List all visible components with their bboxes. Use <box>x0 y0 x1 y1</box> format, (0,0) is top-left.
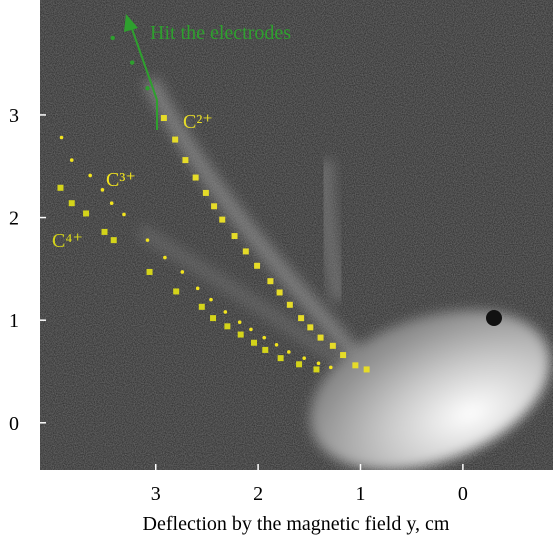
annotation-point <box>145 86 149 90</box>
series-label: C²⁺ <box>183 111 213 133</box>
series-label: C³⁺ <box>106 169 136 191</box>
point <box>210 315 216 321</box>
point <box>287 302 293 308</box>
y-tick-label: 3 <box>9 105 19 127</box>
point <box>296 361 302 367</box>
point <box>209 298 213 302</box>
point <box>211 203 217 209</box>
y-tick-label: 0 <box>9 413 19 435</box>
point <box>238 332 244 338</box>
point <box>88 174 92 178</box>
point <box>224 323 230 329</box>
point <box>302 356 306 360</box>
point <box>172 137 178 143</box>
point <box>146 238 150 242</box>
point <box>329 366 333 370</box>
point <box>243 248 249 254</box>
point <box>249 328 253 332</box>
point <box>340 352 346 358</box>
point <box>161 115 167 121</box>
series-label: C⁴⁺ <box>52 230 83 252</box>
y-tick-label: 1 <box>9 310 19 332</box>
point <box>278 355 284 361</box>
annotation-point <box>111 36 115 40</box>
point <box>147 269 153 275</box>
point <box>122 213 126 217</box>
point <box>232 233 238 239</box>
chart: Deflection by the magnetic field y, cm 3… <box>0 0 553 542</box>
point <box>275 343 279 347</box>
point <box>203 190 209 196</box>
point <box>238 320 242 324</box>
point <box>251 340 257 346</box>
point <box>199 304 205 310</box>
x-tick-label: 1 <box>355 483 365 505</box>
point <box>111 237 117 243</box>
point <box>83 210 89 216</box>
point <box>110 201 114 205</box>
x-tick-label: 0 <box>458 483 468 505</box>
point <box>317 361 321 365</box>
point <box>313 366 319 372</box>
annotation-text: Hit the electrodes <box>150 22 291 44</box>
x-axis-label: Deflection by the magnetic field y, cm <box>143 513 450 535</box>
point <box>196 287 200 291</box>
point <box>352 362 358 368</box>
point <box>287 350 291 354</box>
point <box>364 366 370 372</box>
point <box>307 324 313 330</box>
point <box>182 157 188 163</box>
point <box>70 158 74 162</box>
point <box>57 185 63 191</box>
point <box>262 347 268 353</box>
detector-image <box>40 0 553 500</box>
point <box>254 263 260 269</box>
point <box>219 217 225 223</box>
point <box>298 315 304 321</box>
point <box>224 310 228 314</box>
x-tick-label: 3 <box>151 483 161 505</box>
point <box>60 136 64 140</box>
point <box>181 270 185 274</box>
x-tick-label: 2 <box>253 483 263 505</box>
point <box>330 343 336 349</box>
point <box>163 256 167 260</box>
y-tick-label: 2 <box>9 208 19 230</box>
point <box>173 288 179 294</box>
annotation-point <box>130 60 134 64</box>
point <box>318 335 324 341</box>
point <box>101 188 105 192</box>
point <box>262 336 266 340</box>
point <box>102 229 108 235</box>
point <box>277 289 283 295</box>
point <box>193 175 199 181</box>
point <box>267 278 273 284</box>
point <box>69 200 75 206</box>
